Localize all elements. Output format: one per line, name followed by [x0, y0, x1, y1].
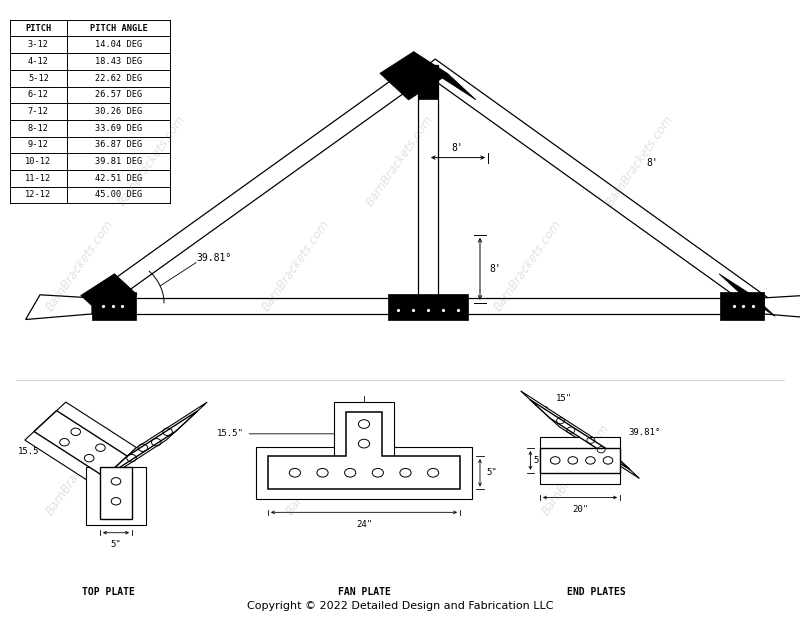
Bar — [334, 402, 394, 456]
Text: TOP PLATE: TOP PLATE — [82, 587, 134, 597]
Text: 18.43 DEG: 18.43 DEG — [94, 57, 142, 66]
Polygon shape — [719, 274, 775, 316]
Text: 20": 20" — [572, 505, 588, 514]
Text: 33.69 DEG: 33.69 DEG — [94, 124, 142, 133]
Polygon shape — [380, 51, 442, 100]
Text: END PLATES: END PLATES — [566, 587, 626, 597]
Text: 39.81°: 39.81° — [196, 253, 231, 263]
Polygon shape — [764, 295, 800, 320]
Text: BarnBrackets.com: BarnBrackets.com — [364, 112, 436, 209]
Text: BarnBrackets.com: BarnBrackets.com — [284, 421, 356, 518]
Text: PITCH: PITCH — [26, 23, 51, 33]
Text: 8': 8' — [646, 158, 658, 168]
Text: 7-12: 7-12 — [28, 107, 49, 116]
Text: FAN PLATE: FAN PLATE — [338, 587, 390, 597]
Text: PITCH ANGLE: PITCH ANGLE — [90, 23, 147, 33]
Polygon shape — [105, 410, 198, 477]
Polygon shape — [720, 292, 764, 320]
Text: BarnBrackets.com: BarnBrackets.com — [604, 112, 676, 209]
Text: 22.62 DEG: 22.62 DEG — [94, 74, 142, 83]
Polygon shape — [25, 402, 137, 486]
Text: 11-12: 11-12 — [26, 174, 51, 183]
Text: 5": 5" — [534, 456, 544, 465]
Text: 36.87 DEG: 36.87 DEG — [94, 140, 142, 150]
Polygon shape — [521, 391, 639, 478]
Text: 5": 5" — [486, 468, 497, 477]
Text: 8': 8' — [452, 143, 463, 153]
Text: BarnBrackets.com: BarnBrackets.com — [540, 421, 612, 518]
Polygon shape — [26, 295, 92, 320]
Text: 14.04 DEG: 14.04 DEG — [94, 40, 142, 49]
Polygon shape — [388, 294, 468, 320]
Bar — [256, 447, 472, 499]
Text: 15.5": 15.5" — [217, 430, 244, 438]
Text: BarnBrackets.com: BarnBrackets.com — [44, 218, 116, 314]
Text: 30.26 DEG: 30.26 DEG — [94, 107, 142, 116]
Text: 9-12: 9-12 — [28, 140, 49, 150]
Text: 26.57 DEG: 26.57 DEG — [94, 90, 142, 99]
Polygon shape — [81, 274, 137, 316]
Polygon shape — [540, 448, 620, 473]
Polygon shape — [92, 292, 136, 320]
Text: 5-12: 5-12 — [28, 74, 49, 83]
Text: BarnBrackets.com: BarnBrackets.com — [44, 421, 116, 518]
Polygon shape — [414, 51, 476, 100]
Bar — [100, 467, 132, 519]
Bar — [86, 467, 146, 525]
Polygon shape — [95, 402, 207, 486]
Polygon shape — [530, 399, 630, 470]
Text: 8': 8' — [490, 264, 502, 274]
Text: BarnBrackets.com: BarnBrackets.com — [492, 218, 564, 314]
Bar — [418, 65, 438, 306]
Text: 15.5": 15.5" — [18, 447, 45, 455]
Text: 6-12: 6-12 — [28, 90, 49, 99]
Text: 42.51 DEG: 42.51 DEG — [94, 174, 142, 183]
Polygon shape — [418, 65, 438, 99]
Text: 8-12: 8-12 — [28, 124, 49, 133]
Polygon shape — [34, 410, 127, 477]
Polygon shape — [540, 437, 620, 484]
Text: 5": 5" — [110, 540, 122, 549]
Text: 45.00 DEG: 45.00 DEG — [94, 190, 142, 200]
Text: 39.81 DEG: 39.81 DEG — [94, 157, 142, 166]
Text: 12-12: 12-12 — [26, 190, 51, 200]
Text: 39.81°: 39.81° — [628, 428, 660, 437]
Text: 3-12: 3-12 — [28, 40, 49, 49]
Text: 4-12: 4-12 — [28, 57, 49, 66]
Text: 10-12: 10-12 — [26, 157, 51, 166]
Polygon shape — [268, 412, 460, 489]
Bar — [92, 298, 764, 314]
Text: BarnBrackets.com: BarnBrackets.com — [260, 218, 332, 314]
Text: 24": 24" — [356, 520, 372, 529]
Polygon shape — [85, 59, 435, 312]
Polygon shape — [421, 59, 771, 312]
Text: BarnBrackets.com: BarnBrackets.com — [116, 112, 188, 209]
Text: 15": 15" — [555, 394, 572, 403]
Text: Copyright © 2022 Detailed Design and Fabrication LLC: Copyright © 2022 Detailed Design and Fab… — [246, 601, 554, 611]
